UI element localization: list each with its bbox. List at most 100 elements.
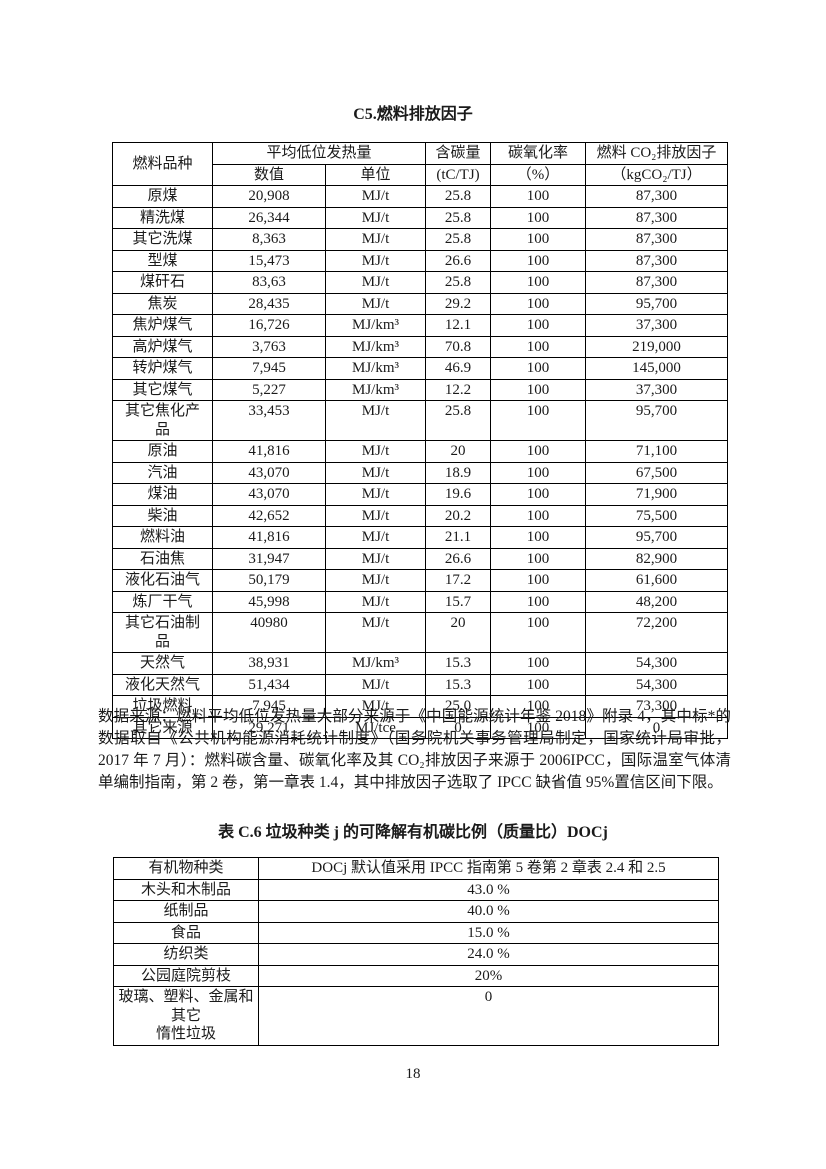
table-cell: 0 (585, 716, 729, 739)
column-subheader-factor-unit: （kgCO₂/TJ） (585, 163, 729, 186)
table-cell: 95,700 (585, 526, 729, 549)
table-cell: 87,300 (585, 271, 729, 294)
table-row: 液化天然气 51,434 MJ/t 15.3 100 54,300 (112, 673, 729, 696)
table-cell: 50,179 (212, 569, 326, 592)
table-cell: 12.1 (425, 314, 492, 337)
table-cell: 24.0 % (258, 943, 719, 966)
table-cell: 29.2 (425, 292, 492, 315)
table-cell: 垃圾燃料 (112, 695, 213, 718)
table-cell: 28,435 (212, 292, 326, 315)
column-subheader-oxidation-unit: （%） (490, 163, 587, 186)
degradable-organic-carbon-table: 有机物种类 DOCj 默认值采用 IPCC 指南第 5 卷第 2 章表 2.4 … (113, 857, 719, 1046)
table-cell: MJ/t (324, 185, 427, 208)
fuel-table-body: 原煤 20,908 MJ/t 25.8 100 87,300 精洗煤 26,344 MJ/t 25… (112, 185, 729, 739)
table-cell: 20% (258, 964, 719, 987)
table-cell: 100 (490, 652, 587, 675)
table-cell: 100 (490, 249, 587, 272)
table-cell: 38,931 (212, 652, 326, 675)
table-cell: 21.1 (425, 526, 492, 549)
table-cell: 精洗煤 (112, 206, 213, 229)
header-subrow: 数值 单位 (tC/TJ) （%） （kgCO₂/TJ） (113, 163, 729, 186)
table-cell: 15.0 % (258, 921, 719, 944)
table-cell: 20 (425, 440, 492, 463)
column-subheader-value: 数值 (212, 163, 326, 186)
table-c5-title: C5.燃料排放因子 (353, 106, 473, 123)
column-header-avg-heat-value: 平均低位发热量 (211, 142, 427, 165)
column-header-co2-emission-factor: 燃料 CO₂排放因子 (585, 142, 729, 165)
table-cell: 43,070 (212, 483, 326, 506)
column-header-carbon-oxidation-rate: 碳氧化率 (490, 142, 587, 165)
table-cell: 100 (490, 461, 587, 484)
table-c6-title: 表 C.6 垃圾种类 j 的可降解有机碳比例（质量比）DOCj (218, 824, 608, 841)
table-cell: MJ/km³ (324, 652, 427, 675)
table-cell: MJ/t (324, 228, 427, 251)
table-cell: 100 (490, 185, 587, 208)
table-cell: 0 (258, 986, 719, 1046)
table-row: 其它煤气 5,227 MJ/km³ 12.2 100 37,300 (112, 378, 729, 401)
table-row: 木头和木制品 43.0 % (113, 878, 719, 901)
table-cell: 25.8 (425, 271, 492, 294)
doc-table-header: 有机物种类 DOCj 默认值采用 IPCC 指南第 5 卷第 2 章表 2.4 … (113, 857, 719, 880)
table-cell: 3,763 (212, 335, 326, 358)
table-cell: 液化天然气 (112, 673, 213, 696)
table-cell: 8,363 (212, 228, 326, 251)
table-cell: 100 (490, 228, 587, 251)
table-cell: 43.0 % (258, 878, 719, 901)
table-cell: 型煤 (112, 249, 213, 272)
table-cell: MJ/t (324, 547, 427, 570)
column-header-carbon-content: 含碳量 (425, 142, 492, 165)
table-cell: 原煤 (112, 185, 213, 208)
table-cell: 54,300 (585, 673, 729, 696)
table-cell: 公园庭院剪枝 (113, 964, 259, 987)
table-cell: MJ/t (324, 673, 427, 696)
table-row: 纺织类 24.0 % (113, 943, 719, 966)
table-cell: 12.2 (425, 378, 492, 401)
table-cell: 17.2 (425, 569, 492, 592)
table-cell: 15.3 (425, 652, 492, 675)
table-row: 高炉煤气 3,763 MJ/km³ 70.8 100 219,000 (112, 335, 729, 358)
table-row: 精洗煤 26,344 MJ/t 25.8 100 87,300 (112, 206, 729, 229)
table-cell: 100 (490, 547, 587, 570)
table-cell: 其它来源 (112, 716, 213, 739)
table-cell: 15.7 (425, 590, 492, 613)
table-cell: 100 (490, 440, 587, 463)
table-cell: 焦炉煤气 (112, 314, 213, 337)
table-cell: 45,998 (212, 590, 326, 613)
page-number: 18 (405, 1066, 421, 1082)
table-cell: 83,63 (212, 271, 326, 294)
table-cell: MJ/t (324, 206, 427, 229)
table-row: 煤矸石 83,63 MJ/t 25.8 100 87,300 (112, 271, 729, 294)
table-cell: 其它洗煤 (112, 228, 213, 251)
table-cell: 75,500 (585, 504, 729, 527)
table-cell: MJ/t (324, 504, 427, 527)
table-cell: 20.2 (425, 504, 492, 527)
table-row: 煤油 43,070 MJ/t 19.6 100 71,900 (112, 483, 729, 506)
table-cell: MJ/t (324, 461, 427, 484)
table-cell: 26,344 (212, 206, 326, 229)
table-row: 食品 15.0 % (113, 921, 719, 944)
table-cell: 木头和木制品 (113, 878, 259, 901)
table-cell: 5,227 (212, 378, 326, 401)
table-cell: 40.0 % (258, 900, 719, 923)
table-cell: 51,434 (212, 673, 326, 696)
table-cell: 100 (490, 400, 587, 441)
table-cell: 37,300 (585, 378, 729, 401)
table-cell: MJ/t (324, 569, 427, 592)
column-header-organic-type: 有机物种类 (113, 857, 259, 880)
table-cell: MJ/tce (324, 716, 427, 739)
table-cell: 100 (490, 314, 587, 337)
table-cell: 15,473 (212, 249, 326, 272)
table-cell: 7,945 (212, 357, 326, 380)
table-row: 转炉煤气 7,945 MJ/km³ 46.9 100 145,000 (112, 357, 729, 380)
table-row: 其它来源 29,271 MJ/tce 0 100 0 (112, 716, 729, 739)
table-row: 焦炉煤气 16,726 MJ/km³ 12.1 100 37,300 (112, 314, 729, 337)
table-cell: MJ/t (324, 271, 427, 294)
table-cell: 61,600 (585, 569, 729, 592)
table-row: 原油 41,816 MJ/t 20 100 71,100 (112, 440, 729, 463)
table-cell: 100 (490, 590, 587, 613)
table-cell: 原油 (112, 440, 213, 463)
table-cell: 食品 (113, 921, 259, 944)
table-cell: 100 (490, 206, 587, 229)
table-cell: 72,200 (585, 612, 729, 653)
column-header-doc-default: DOCj 默认值采用 IPCC 指南第 5 卷第 2 章表 2.4 和 2.5 (258, 857, 719, 880)
